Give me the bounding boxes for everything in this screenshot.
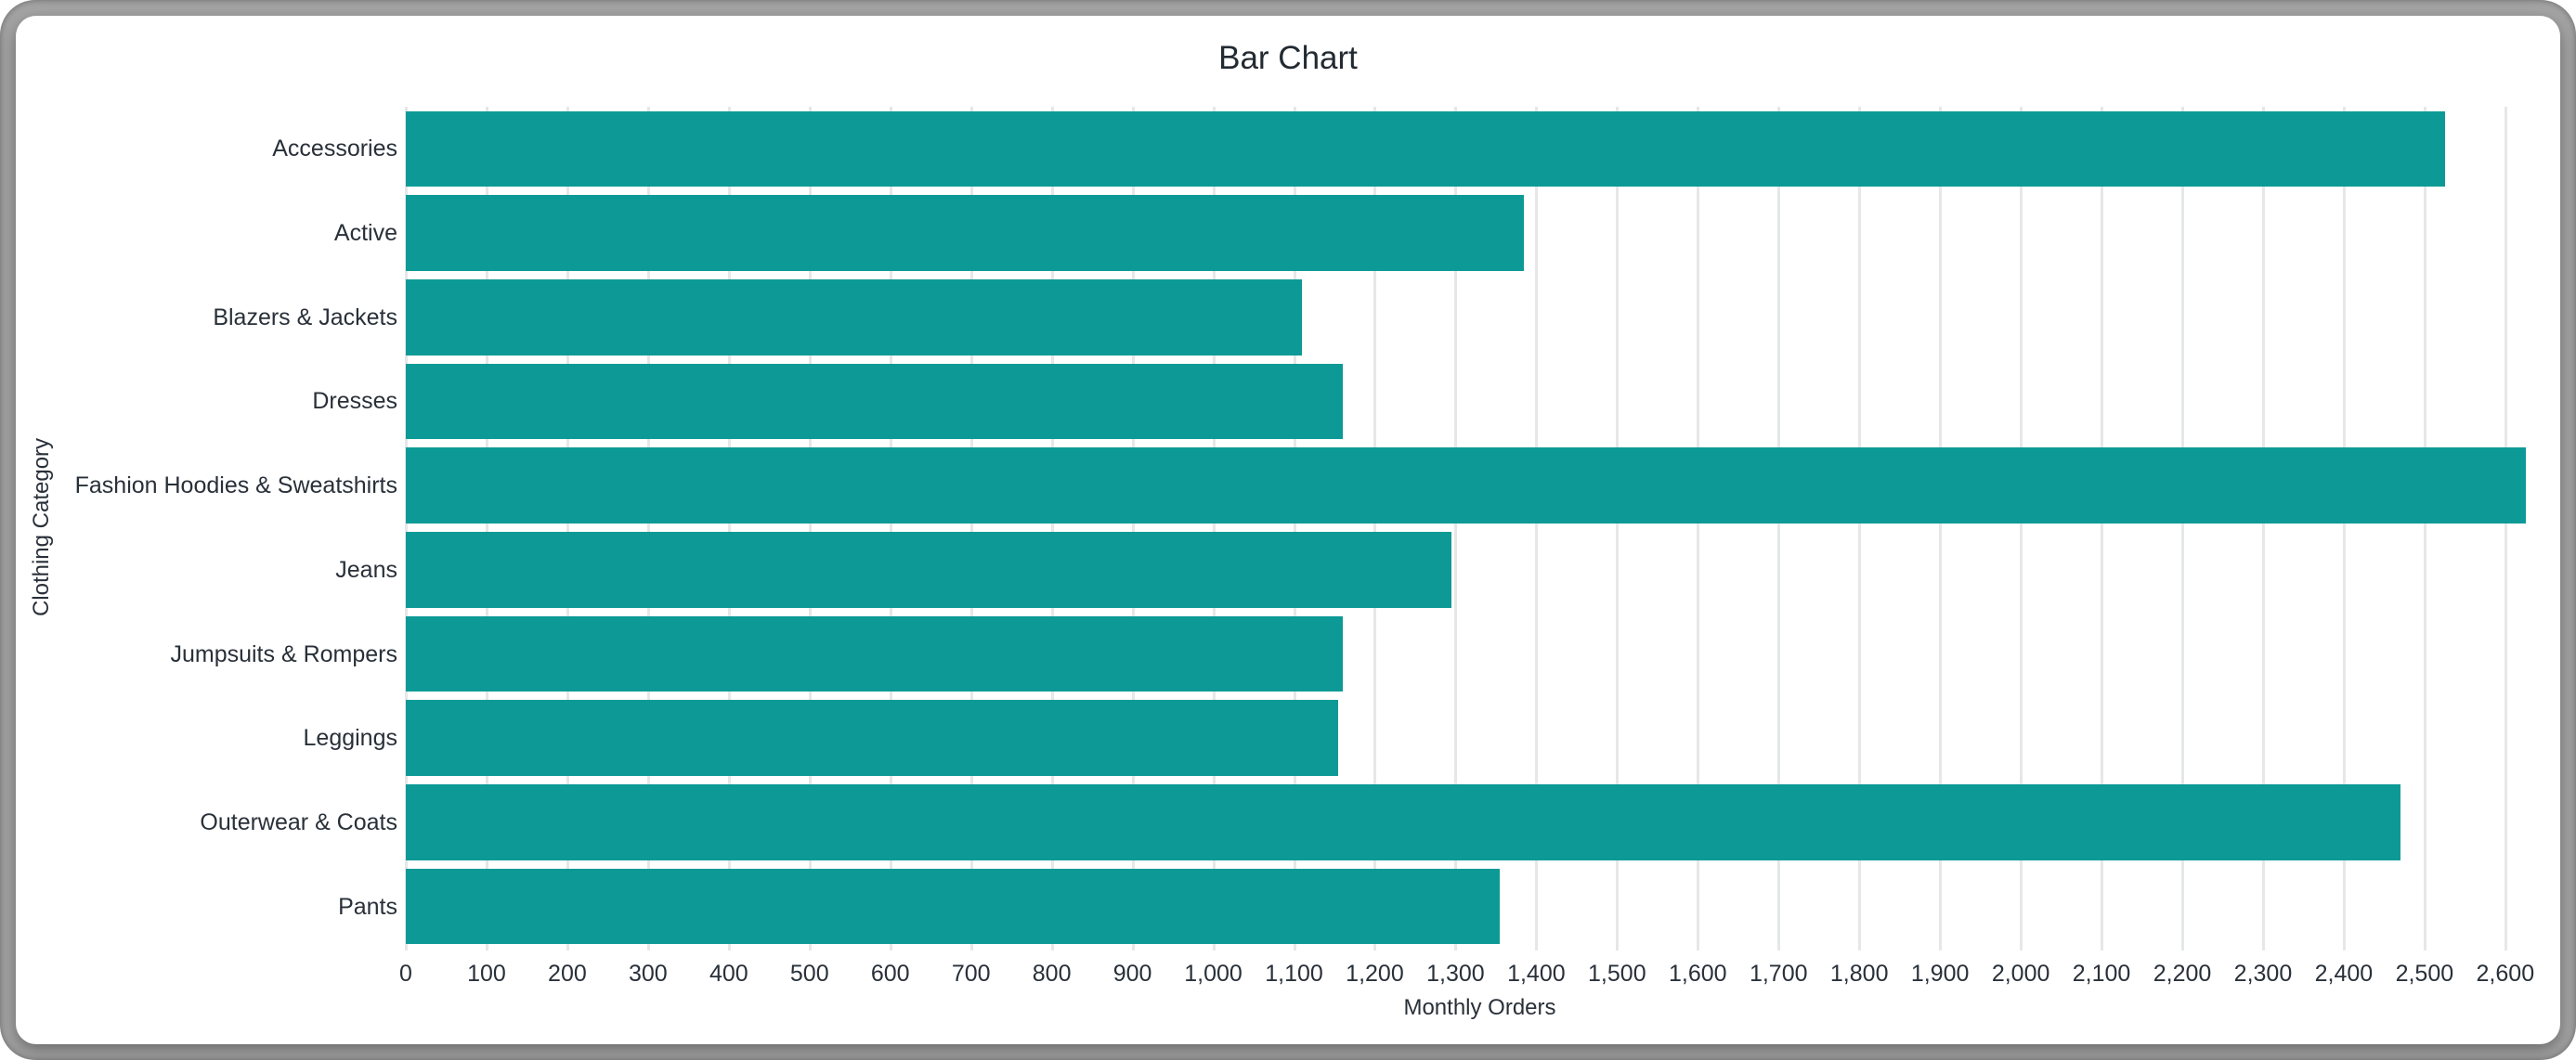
x-axis-title: Monthly Orders	[1403, 995, 1556, 1020]
x-axis-tick-label: 1,200	[1346, 961, 1404, 987]
x-axis-tick-label: 300	[629, 961, 668, 987]
x-axis-tick-label: 2,100	[2072, 961, 2131, 987]
chart-title: Bar Chart	[1218, 40, 1358, 76]
y-axis-label: Jeans	[335, 556, 397, 583]
x-axis-tick-label: 2,500	[2395, 961, 2454, 987]
x-axis-tick-label: 900	[1112, 961, 1152, 987]
gridline	[2504, 107, 2507, 950]
gridline	[727, 107, 731, 950]
x-axis-tick-label: 1,400	[1507, 961, 1566, 987]
y-axis-label: Blazers & Jackets	[213, 304, 397, 330]
x-axis-tick-label: 1,100	[1265, 961, 1323, 987]
gridline	[1212, 107, 1216, 950]
gridline	[1616, 107, 1620, 950]
gridline	[1939, 107, 1943, 950]
x-axis-tick-label: 100	[467, 961, 506, 987]
x-axis-tick-label: 0	[399, 961, 412, 987]
bar-accessories[interactable]	[406, 110, 2445, 187]
x-axis-tick-label: 1,700	[1749, 961, 1808, 987]
x-axis-tick-label: 700	[951, 961, 991, 987]
x-axis-tick-label: 1,600	[1668, 961, 1727, 987]
x-axis-tick-label: 600	[870, 961, 910, 987]
y-axis-label: Active	[333, 220, 397, 247]
y-axis-label: Pants	[338, 893, 397, 920]
y-axis-label: Accessories	[272, 136, 397, 162]
x-axis-tick-label: 400	[709, 961, 748, 987]
x-axis-tick-label: 2,000	[1991, 961, 2050, 987]
x-axis-tick-label: 1,300	[1426, 961, 1485, 987]
gridline	[2261, 107, 2265, 950]
y-axis-label: Leggings	[303, 725, 397, 752]
x-axis-tick-label: 500	[789, 961, 829, 987]
x-axis-tick-label: 2,200	[2153, 961, 2212, 987]
bar-active[interactable]	[406, 195, 1525, 271]
x-axis-tick-label: 1,800	[1829, 961, 1889, 987]
bar-outerwear-coats[interactable]	[406, 784, 2400, 860]
y-axis-title-text: Clothing Category	[29, 437, 54, 617]
bar-leggings[interactable]	[406, 700, 1339, 777]
gridline	[2181, 107, 2184, 950]
gridline	[2101, 107, 2104, 950]
gridline	[646, 107, 650, 950]
x-axis-tick-label: 2,400	[2314, 961, 2374, 987]
y-axis-label: Dresses	[312, 388, 397, 415]
gridline	[1535, 107, 1539, 950]
x-axis-tick-label: 2,300	[2233, 961, 2293, 987]
gridline	[405, 107, 408, 950]
gridline	[1777, 107, 1781, 950]
bar-jeans[interactable]	[406, 532, 1452, 608]
gridline	[1373, 107, 1377, 950]
gridline	[566, 107, 569, 950]
plot-area	[405, 107, 2554, 950]
gridline	[485, 107, 488, 950]
gridline	[969, 107, 973, 950]
gridline	[1858, 107, 1862, 950]
gridline	[808, 107, 812, 950]
gridline	[1293, 107, 1296, 950]
bar-pants[interactable]	[406, 868, 1501, 945]
x-axis-tick-label: 1,500	[1588, 961, 1646, 987]
x-axis-tick-label: 200	[548, 961, 587, 987]
gridline	[1454, 107, 1458, 950]
gridline	[2423, 107, 2426, 950]
gridline	[1697, 107, 1700, 950]
y-axis-label: Fashion Hoodies & Sweatshirts	[74, 472, 397, 499]
bar-jumpsuits-rompers[interactable]	[406, 615, 1343, 692]
bar-fashion-hoodies-sweatshirts[interactable]	[406, 447, 2526, 524]
bar-blazers-jackets[interactable]	[406, 278, 1303, 355]
bar-dresses[interactable]	[406, 363, 1343, 440]
y-axis-label: Outerwear & Coats	[200, 808, 397, 835]
x-axis-tick-label: 800	[1032, 961, 1072, 987]
x-axis-tick-label: 2,600	[2476, 961, 2535, 987]
gridline	[2020, 107, 2023, 950]
gridline	[889, 107, 892, 950]
x-axis-tick-label: 1,000	[1184, 961, 1242, 987]
x-axis-tick-label: 1,900	[1910, 961, 1970, 987]
gridline	[2342, 107, 2346, 950]
y-axis-label: Jumpsuits & Rompers	[170, 640, 397, 667]
gridline	[1050, 107, 1054, 950]
gridline	[1131, 107, 1135, 950]
